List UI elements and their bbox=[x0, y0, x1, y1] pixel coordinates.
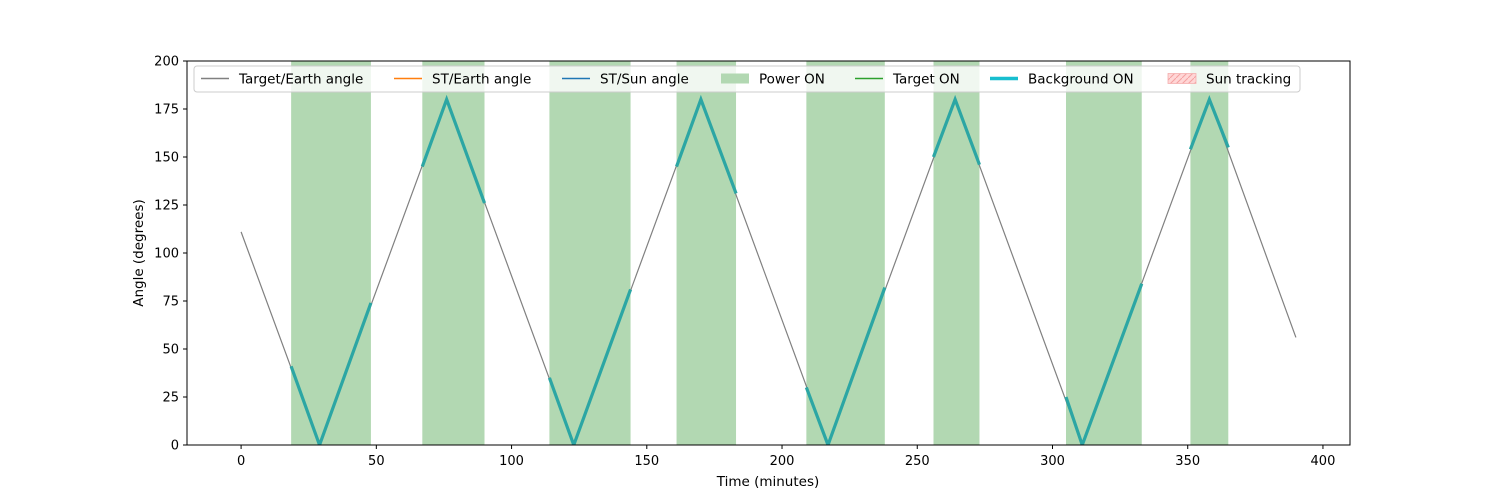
x-tick-label: 350 bbox=[1175, 454, 1200, 469]
power-on-band bbox=[291, 61, 371, 445]
legend-label: Power ON bbox=[759, 72, 825, 88]
power-on-bands bbox=[291, 61, 1229, 445]
y-tick-label: 25 bbox=[162, 391, 179, 406]
x-tick-label: 0 bbox=[237, 454, 245, 469]
power-on-band bbox=[549, 61, 631, 445]
legend-swatch bbox=[721, 73, 749, 84]
y-tick-label: 175 bbox=[154, 103, 179, 118]
background-on-segment bbox=[289, 302, 373, 445]
legend-label: Sun tracking bbox=[1206, 72, 1291, 88]
x-tick-label: 100 bbox=[499, 454, 524, 469]
power-on-band bbox=[1190, 61, 1229, 445]
x-tick-label: 50 bbox=[368, 454, 385, 469]
background-on-segment bbox=[675, 94, 738, 195]
x-axis-label: Time (minutes) bbox=[716, 474, 820, 490]
legend-label: Background ON bbox=[1028, 72, 1134, 88]
power-on-band bbox=[933, 61, 980, 445]
x-tick-label: 400 bbox=[1311, 454, 1336, 469]
target-earth-angle-line bbox=[240, 97, 1297, 445]
legend-label: ST/Sun angle bbox=[600, 72, 689, 88]
power-on-band bbox=[806, 61, 885, 445]
x-tick-label: 300 bbox=[1040, 454, 1065, 469]
x-tick-label: 150 bbox=[634, 454, 659, 469]
background-on-segment bbox=[1188, 94, 1230, 150]
series-lines bbox=[240, 94, 1297, 445]
background-on-segment bbox=[547, 288, 633, 445]
y-tick-label: 200 bbox=[154, 55, 179, 70]
legend-label: ST/Earth angle bbox=[432, 72, 531, 88]
y-tick-label: 75 bbox=[162, 295, 179, 310]
legend: Target/Earth angle ST/Earth angle ST/Sun a… bbox=[193, 65, 1301, 93]
y-axis-label: Angle (degrees) bbox=[131, 199, 147, 307]
y-tick-label: 150 bbox=[154, 151, 179, 166]
x-tick-label: 200 bbox=[770, 454, 795, 469]
background-on-segment bbox=[420, 94, 487, 204]
legend-label: Target ON bbox=[892, 72, 960, 88]
plot-area bbox=[187, 61, 1350, 445]
y-tick-label: 0 bbox=[171, 439, 179, 454]
y-tick-label: 125 bbox=[154, 199, 179, 214]
background-on-segment bbox=[1064, 283, 1144, 445]
y-tick-label: 100 bbox=[154, 247, 179, 262]
y-axis: 0 25 50 75 100 125 150 175 200 bbox=[154, 55, 187, 454]
power-on-band bbox=[1066, 61, 1142, 445]
x-axis: 0 50 100 150 200 250 300 350 400 bbox=[237, 445, 1335, 469]
legend-swatch bbox=[1167, 73, 1197, 84]
power-on-band bbox=[676, 61, 737, 445]
y-tick-label: 50 bbox=[162, 343, 179, 358]
background-on-segment bbox=[931, 94, 981, 166]
background-on-segment bbox=[804, 287, 887, 445]
legend-label: Target/Earth angle bbox=[238, 72, 363, 88]
x-tick-label: 250 bbox=[905, 454, 930, 469]
power-on-band bbox=[422, 61, 485, 445]
